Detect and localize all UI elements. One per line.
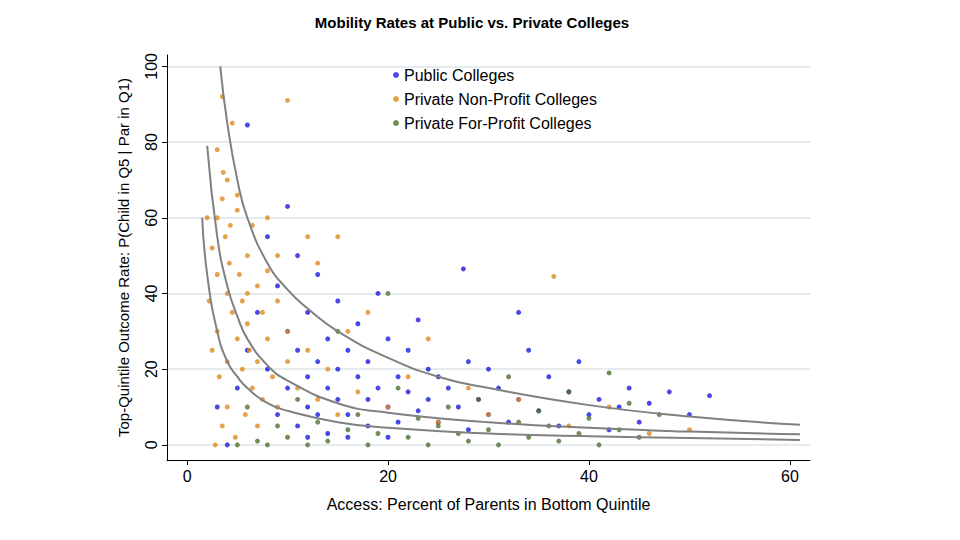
svg-text:Public Colleges: Public Colleges	[404, 67, 514, 84]
svg-text:60: 60	[143, 209, 160, 227]
svg-text:40: 40	[580, 468, 598, 485]
svg-text:100: 100	[143, 53, 160, 80]
svg-text:Top-Quintile Outcome Rate: P(C: Top-Quintile Outcome Rate: P(Child in Q5…	[115, 78, 132, 437]
svg-text:20: 20	[379, 468, 397, 485]
svg-text:Private Non-Profit Colleges: Private Non-Profit Colleges	[404, 91, 597, 108]
svg-text:Private For-Profit Colleges: Private For-Profit Colleges	[404, 115, 592, 132]
svg-text:80: 80	[143, 133, 160, 151]
svg-text:0: 0	[143, 440, 160, 449]
svg-text:20: 20	[143, 360, 160, 378]
svg-text:60: 60	[781, 468, 799, 485]
svg-text:40: 40	[143, 284, 160, 302]
svg-text:Mobility Rates at Public vs. P: Mobility Rates at Public vs. Private Col…	[315, 14, 629, 31]
svg-text:Access: Percent of Parents in: Access: Percent of Parents in Bottom Qui…	[327, 496, 651, 513]
svg-text:0: 0	[183, 468, 192, 485]
